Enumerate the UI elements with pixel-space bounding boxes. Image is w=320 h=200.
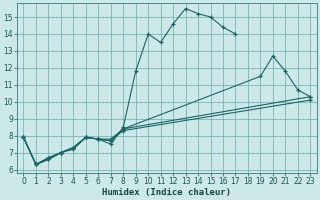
X-axis label: Humidex (Indice chaleur): Humidex (Indice chaleur) [102,188,231,197]
